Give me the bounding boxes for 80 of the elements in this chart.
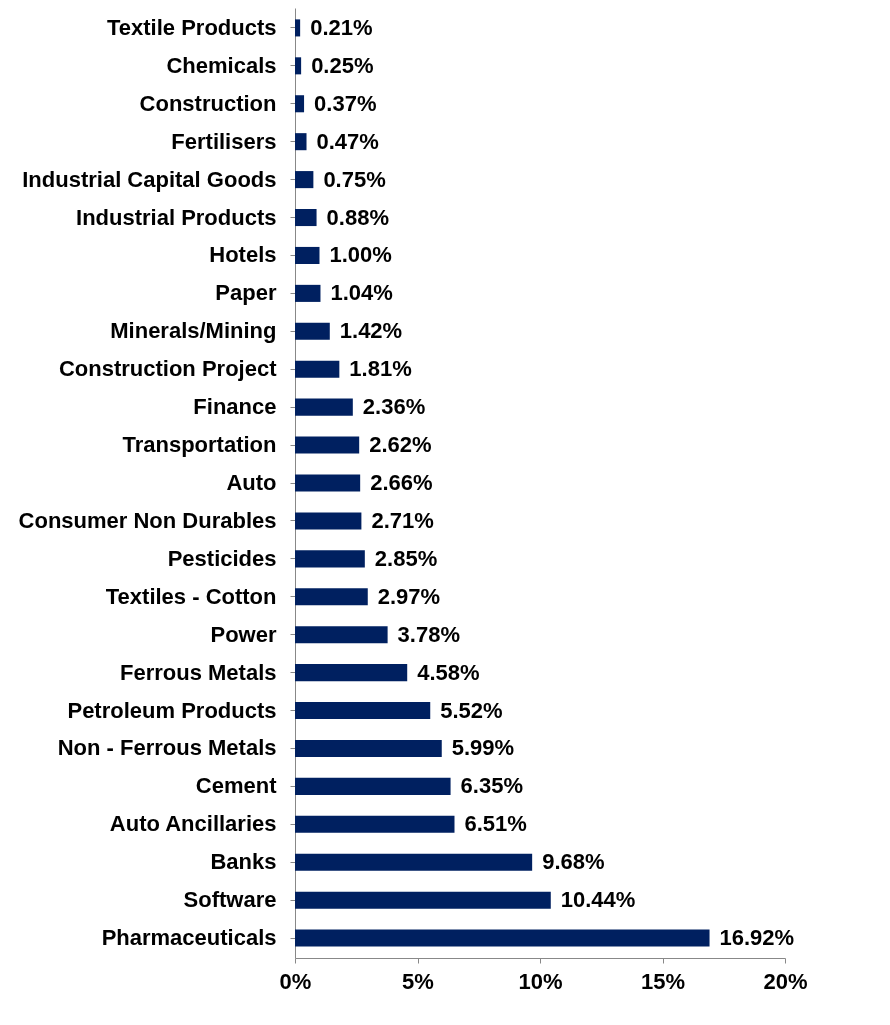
y-tick-label: Finance [193,394,277,420]
data-label: 16.92% [719,925,795,951]
data-label: 0.21% [310,14,373,40]
data-label: 0.25% [311,52,374,78]
y-tick-label: Transportation [122,432,277,458]
bar [295,398,353,416]
x-tick-label: 0% [279,968,312,994]
bar [295,284,321,302]
data-label: 0.75% [323,166,386,192]
bar [295,246,320,264]
bar [295,664,408,682]
y-tick-label: Pharmaceuticals [101,925,277,951]
y-tick-label: Chemicals [166,52,277,78]
y-tick-label: Textiles - Cotton [105,583,277,609]
bar [295,550,365,568]
y-tick-label: Banks [210,849,277,875]
bar [295,929,710,947]
y-tick-label: Non - Ferrous Metals [57,735,277,761]
bar [295,171,314,189]
y-tick-label: Power [210,621,277,647]
x-tick-label: 10% [518,968,563,994]
data-label: 5.99% [451,735,515,761]
data-label: 0.37% [314,90,377,116]
data-label: 1.81% [349,356,412,382]
data-label: 9.68% [542,849,605,875]
x-tick-label: 20% [763,968,808,994]
data-label: 1.04% [330,280,393,306]
bar [295,588,368,606]
y-tick-label: Auto Ancillaries [109,811,277,837]
y-tick-label: Construction Project [58,356,278,382]
y-tick-label: Hotels [209,242,277,268]
y-tick-label: Paper [215,280,277,306]
data-label: 2.62% [369,432,432,458]
y-tick-label: Ferrous Metals [120,659,277,685]
x-tick-label: 15% [640,968,686,994]
y-tick-label: Software [183,887,277,913]
bar [295,133,307,151]
data-label: 2.66% [370,470,433,495]
data-label: 5.52% [440,697,503,723]
y-tick-label: Consumer Non Durables [18,507,277,533]
y-tick-label: Industrial Products [76,204,277,230]
data-label: 10.44% [560,887,636,913]
y-tick-label: Petroleum Products [67,697,277,723]
bar [295,95,305,113]
y-tick-label: Construction [139,90,277,116]
bar [295,474,361,492]
bar [295,739,442,757]
bar [295,209,317,227]
data-label: 6.51% [464,811,527,837]
bar [295,702,431,720]
data-label: 2.97% [377,583,441,609]
data-label: 2.71% [371,507,434,533]
y-tick-label: Fertilisers [171,128,277,154]
y-tick-label: Auto [226,470,277,495]
y-tick-label: Pesticides [167,545,277,571]
data-label: 6.35% [460,773,523,799]
bar [295,626,388,644]
data-label: 1.00% [329,242,392,268]
data-label: 2.36% [362,394,426,420]
x-tick-label: 5% [402,968,434,994]
bar [295,436,360,454]
data-label: 3.78% [397,621,460,647]
bar [295,777,451,795]
bar [295,57,302,75]
bar [295,891,551,909]
data-label: 0.88% [326,204,389,230]
data-label: 2.85% [374,545,438,571]
y-tick-label: Cement [195,773,278,799]
bar [295,19,301,37]
bar [295,853,533,871]
bar [295,360,340,378]
y-tick-label: Minerals/Mining [110,318,277,344]
bar [295,322,330,340]
data-label: 0.47% [316,128,379,154]
y-tick-label: Textile Products [106,14,277,40]
y-tick-label: Industrial Capital Goods [22,166,277,192]
data-label: 4.58% [417,659,480,685]
bar [295,815,455,833]
data-label: 1.42% [339,318,403,344]
bar [295,512,362,530]
